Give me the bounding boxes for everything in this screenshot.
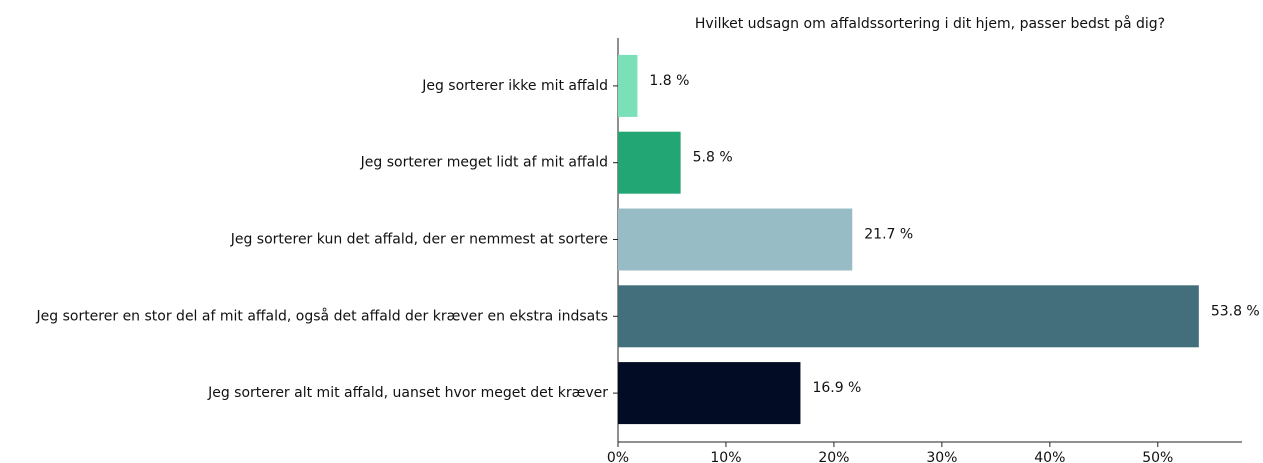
y-tick-label: Jeg sorterer en stor del af mit affald, … xyxy=(36,307,609,324)
y-tick-label: Jeg sorterer kun det affald, der er nemm… xyxy=(230,232,608,248)
bar xyxy=(618,285,1199,348)
bar xyxy=(618,208,853,271)
value-label: 1.8 % xyxy=(649,73,689,89)
x-tick-label: 0% xyxy=(607,450,629,463)
x-tick-label: 50% xyxy=(1142,450,1173,463)
bar xyxy=(618,131,681,194)
x-tick-label: 20% xyxy=(818,450,849,463)
x-tick-label: 30% xyxy=(926,450,957,463)
y-tick-label: Jeg sorterer ikke mit affald xyxy=(421,78,608,94)
y-tick-label: Jeg sorterer meget lidt af mit affald xyxy=(360,155,608,171)
value-label: 53.8 % xyxy=(1211,303,1260,319)
chart-title: Hvilket udsagn om affaldssortering i dit… xyxy=(695,15,1165,32)
x-tick-label: 40% xyxy=(1034,450,1065,463)
value-label: 21.7 % xyxy=(864,227,913,243)
x-tick-label: 10% xyxy=(710,450,741,463)
bar xyxy=(618,362,801,425)
value-label: 16.9 % xyxy=(812,380,861,396)
value-label: 5.8 % xyxy=(693,150,733,166)
y-tick-label: Jeg sorterer alt mit affald, uanset hvor… xyxy=(207,385,608,401)
bar xyxy=(618,54,638,117)
